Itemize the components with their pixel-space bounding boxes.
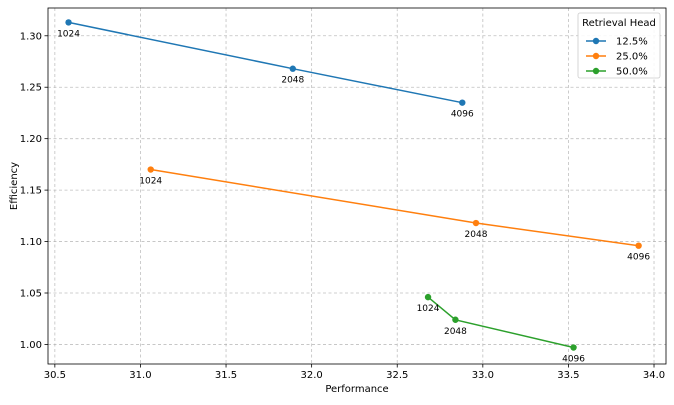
x-tick-label: 30.5 (44, 370, 66, 381)
data-point (459, 99, 466, 106)
series-2: 1024 2048 4096 (417, 293, 585, 365)
data-point (289, 65, 297, 72)
y-tick-label: 1.00 (20, 340, 42, 351)
data-point (65, 19, 72, 26)
legend-swatch-marker (592, 37, 600, 45)
x-tick-label: 33.0 (472, 370, 494, 381)
x-tick-label: 31.0 (129, 370, 151, 381)
data-point (147, 166, 154, 173)
legend: Retrieval Head 12.5% 25.0% 50.0% (577, 12, 661, 79)
y-tick-label: 1.10 (20, 237, 42, 248)
point-label: 4096 (627, 253, 650, 263)
legend-swatch-marker (592, 67, 600, 75)
point-label: 1024 (57, 29, 80, 39)
plot-frame (47, 7, 667, 365)
y-tick-label: 1.05 (20, 289, 42, 300)
legend-title: Retrieval Head (582, 18, 656, 29)
point-label: 1024 (139, 177, 162, 187)
x-axis-ticks: 30.5 31.0 31.5 32.0 32.5 33.0 33.5 34.0 (44, 364, 665, 381)
point-label: 2048 (444, 327, 467, 337)
y-axis-label: Efficiency (9, 162, 20, 210)
data-point (635, 242, 642, 249)
y-axis-ticks: 1.00 1.05 1.10 1.15 1.20 1.25 1.30 (20, 31, 48, 351)
legend-entry: 12.5% (616, 37, 648, 48)
series-0: 1024 2048 4096 (57, 19, 474, 120)
data-point (570, 344, 577, 351)
point-label: 2048 (465, 230, 488, 240)
x-axis-label: Performance (325, 384, 388, 395)
point-label: 2048 (281, 76, 304, 86)
x-tick-label: 32.5 (386, 370, 408, 381)
y-tick-label: 1.25 (20, 83, 42, 94)
legend-entry: 50.0% (616, 67, 648, 78)
data-point (424, 293, 432, 301)
series-1: 1024 2048 4096 (139, 166, 650, 263)
x-tick-label: 33.5 (557, 370, 579, 381)
y-tick-label: 1.15 (20, 186, 42, 197)
x-tick-label: 32.0 (301, 370, 323, 381)
legend-swatch-marker (592, 52, 600, 60)
series-layer: 1024 2048 4096 1024 2048 4096 1024 2048 4096 (57, 19, 650, 365)
grid (48, 8, 666, 364)
data-point (472, 219, 480, 227)
legend-box (577, 12, 661, 79)
point-label: 4096 (562, 355, 585, 365)
data-point (452, 316, 459, 323)
point-label: 4096 (451, 110, 474, 120)
legend-entry: 25.0% (616, 52, 648, 63)
x-tick-label: 31.5 (215, 370, 237, 381)
point-label: 1024 (417, 304, 440, 314)
x-tick-label: 34.0 (643, 370, 665, 381)
y-tick-label: 1.20 (20, 134, 42, 145)
y-tick-label: 1.30 (20, 31, 42, 42)
